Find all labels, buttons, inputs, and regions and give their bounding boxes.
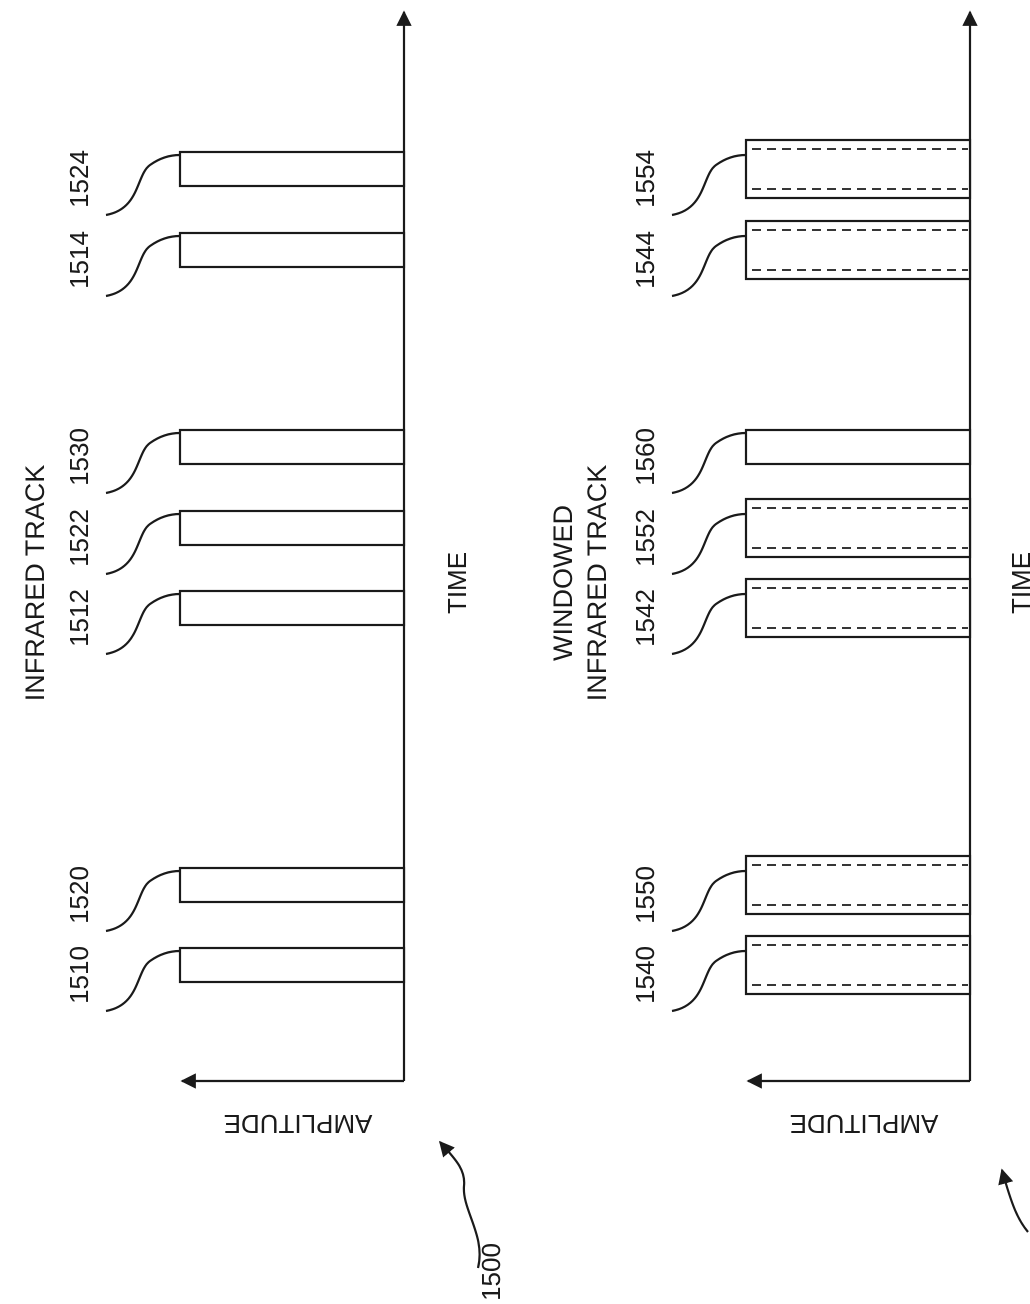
leader-line-1552	[671, 512, 747, 576]
pulse-reference-label: 1552	[630, 509, 660, 567]
panel-infrared-track: AMPLITUDE TIME INFRARED TRACK 1510152015…	[20, 10, 472, 1139]
panel-title-line-2: INFRARED TRACK	[582, 465, 612, 702]
time-axis-label: TIME	[1006, 552, 1030, 614]
figure-reference-leader	[438, 1140, 481, 1269]
leader-line-1550	[671, 869, 747, 933]
pulse-1560	[744, 428, 972, 466]
pulse-1530	[178, 428, 406, 466]
pulse-reference-label: 1512	[64, 589, 94, 647]
leader-line-1510	[105, 949, 181, 1013]
pulse-reference-label: 1530	[64, 428, 94, 486]
pulse-reference-label: 1550	[630, 866, 660, 924]
panel-windowed-infrared-track: AMPLITUDE TIME WINDOWED INFRARED TRACK 1…	[548, 10, 1030, 1139]
leader-line-1542	[671, 592, 747, 656]
pulse-1514	[178, 231, 406, 269]
pulse-1520	[178, 866, 406, 904]
leader-line-1514	[105, 234, 181, 298]
amplitude-axis-label: AMPLITUDE	[790, 1109, 939, 1139]
leader-line-1530	[105, 431, 181, 495]
pulse-group: 1510 1520 1512 1522 1530 1514 1524	[64, 150, 406, 1013]
leader-line-1554	[671, 153, 747, 217]
pulse-reference-label: 1510	[64, 946, 94, 1004]
amplitude-axis-label: AMPLITUDE	[224, 1109, 373, 1139]
pulse-reference-label: 1524	[64, 150, 94, 208]
pulse-1522	[178, 509, 406, 547]
time-axis-label: TIME	[442, 552, 472, 614]
pulse-reference-label: 1554	[630, 150, 660, 208]
pulse-reference-label: 1540	[630, 946, 660, 1004]
pulse-1510	[178, 946, 406, 984]
pulse-1512	[178, 589, 406, 627]
leader-line-1540	[671, 949, 747, 1013]
pulse-reference-label: 1520	[64, 866, 94, 924]
panel-title-line-1: WINDOWED	[548, 505, 578, 661]
panel-title: INFRARED TRACK	[20, 465, 50, 702]
figure-reference-label: 1500	[476, 1243, 506, 1301]
pulse-1524	[178, 150, 406, 188]
pulse-reference-label: 1542	[630, 589, 660, 647]
pulse-reference-label: 1514	[64, 231, 94, 289]
pulse-group: 1540 1550 1542 1552 1560 1544 1554	[630, 138, 972, 1013]
leader-line-1520	[105, 869, 181, 933]
pulse-reference-label: 1560	[630, 428, 660, 486]
leader-line-1560	[671, 431, 747, 495]
leader-line-1524	[105, 153, 181, 217]
leader-line-1544	[671, 234, 747, 298]
pulse-reference-label: 1544	[630, 231, 660, 289]
figure-reference: 1500	[438, 1140, 1029, 1301]
leader-line-1512	[105, 592, 181, 656]
figure-reference-leader-partial	[998, 1168, 1029, 1233]
pulse-reference-label: 1522	[64, 509, 94, 567]
leader-line-1522	[105, 512, 181, 576]
